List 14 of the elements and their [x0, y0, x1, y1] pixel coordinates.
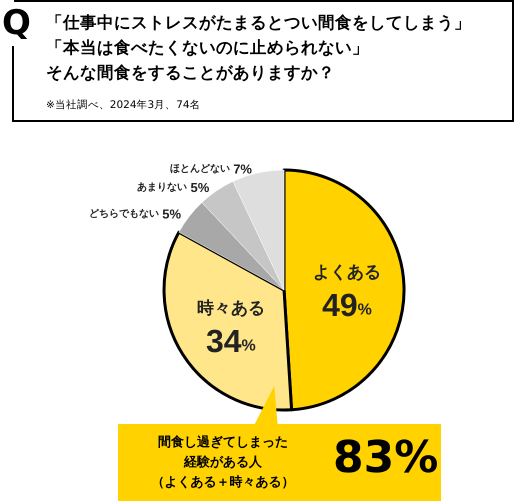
- slice-label: よくある: [313, 262, 382, 282]
- data-label: 7%: [233, 161, 252, 176]
- chart-title: 「仕事中にストレスがたまるとつい間食をしてしまう」「本当は食べたくないのに止められない」そんな間食をすることがありますか？: [46, 12, 471, 84]
- slice-label: 時々ある: [196, 298, 265, 318]
- text: Q: [2, 3, 31, 44]
- chart-subtitle: ※当社調べ、2024年3月、74名: [46, 98, 201, 112]
- callout-box: 間食し過ぎてしまった経験がある人（よくある＋時々ある） 83%: [118, 424, 441, 501]
- slice-label: ほとんどない: [170, 163, 230, 174]
- data-label: 34%: [206, 322, 256, 359]
- slice-label: どちらでもない: [88, 208, 159, 220]
- slice-label: あまりない: [137, 182, 188, 193]
- data-label: 5%: [190, 180, 210, 195]
- data-label: 5%: [162, 206, 182, 222]
- data-label: 49%: [322, 287, 372, 324]
